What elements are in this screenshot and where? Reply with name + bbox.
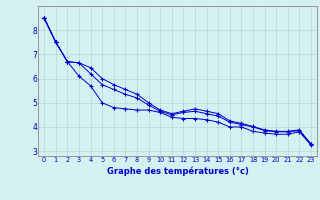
X-axis label: Graphe des températures (°c): Graphe des températures (°c) xyxy=(107,166,249,176)
